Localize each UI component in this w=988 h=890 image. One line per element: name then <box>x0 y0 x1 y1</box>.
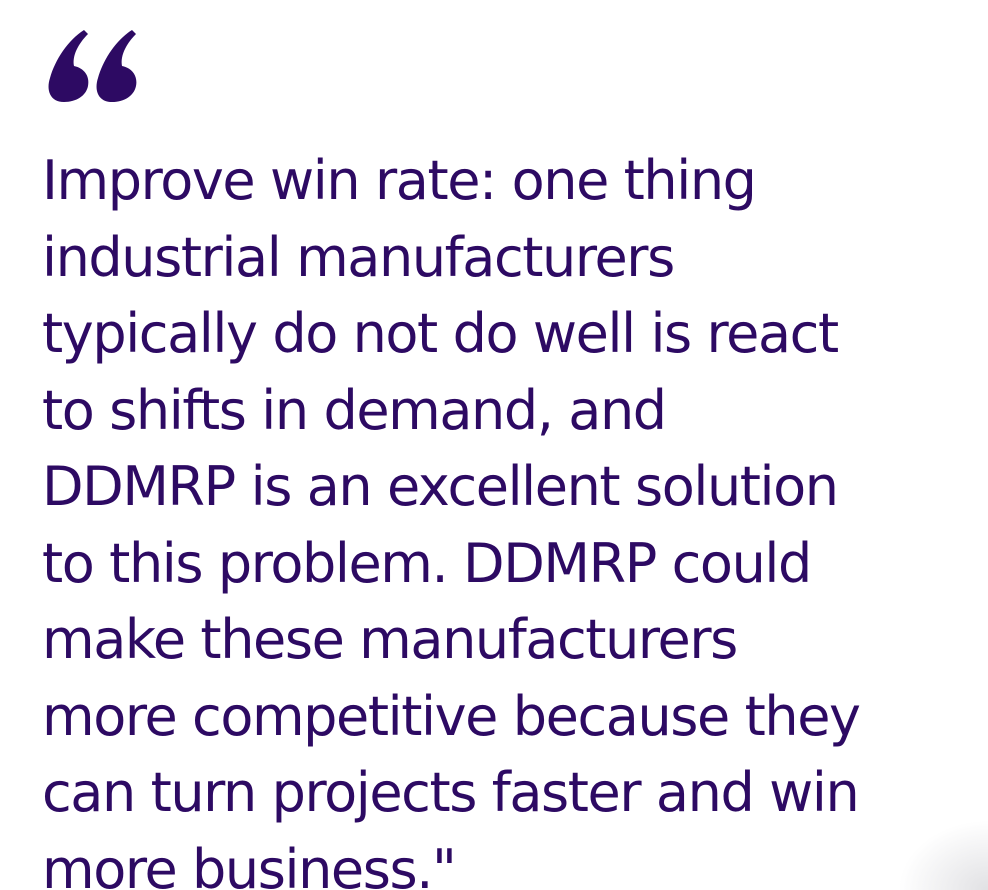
corner-shadow <box>898 820 988 890</box>
quote-line: can turn projects faster and win <box>42 761 860 824</box>
quote-text: Improve win rate: one thing industrial m… <box>42 143 861 890</box>
quote-line: industrial manufacturers <box>42 225 675 289</box>
open-quote-icon <box>48 30 137 102</box>
quote-line: Improve win rate: one thing <box>42 149 757 212</box>
quote-line: make these manufacturers <box>42 608 738 671</box>
quote-line: to shifts in demand, and <box>42 378 667 442</box>
quote-line: more business." <box>42 837 457 890</box>
quote-line: more competitive because they <box>42 684 861 748</box>
quote-line: typically do not do well is react <box>42 302 839 365</box>
quote-line: DDMRP is an excellent solution <box>42 455 839 518</box>
quote-line: to this problem. DDMRP could <box>42 531 812 595</box>
